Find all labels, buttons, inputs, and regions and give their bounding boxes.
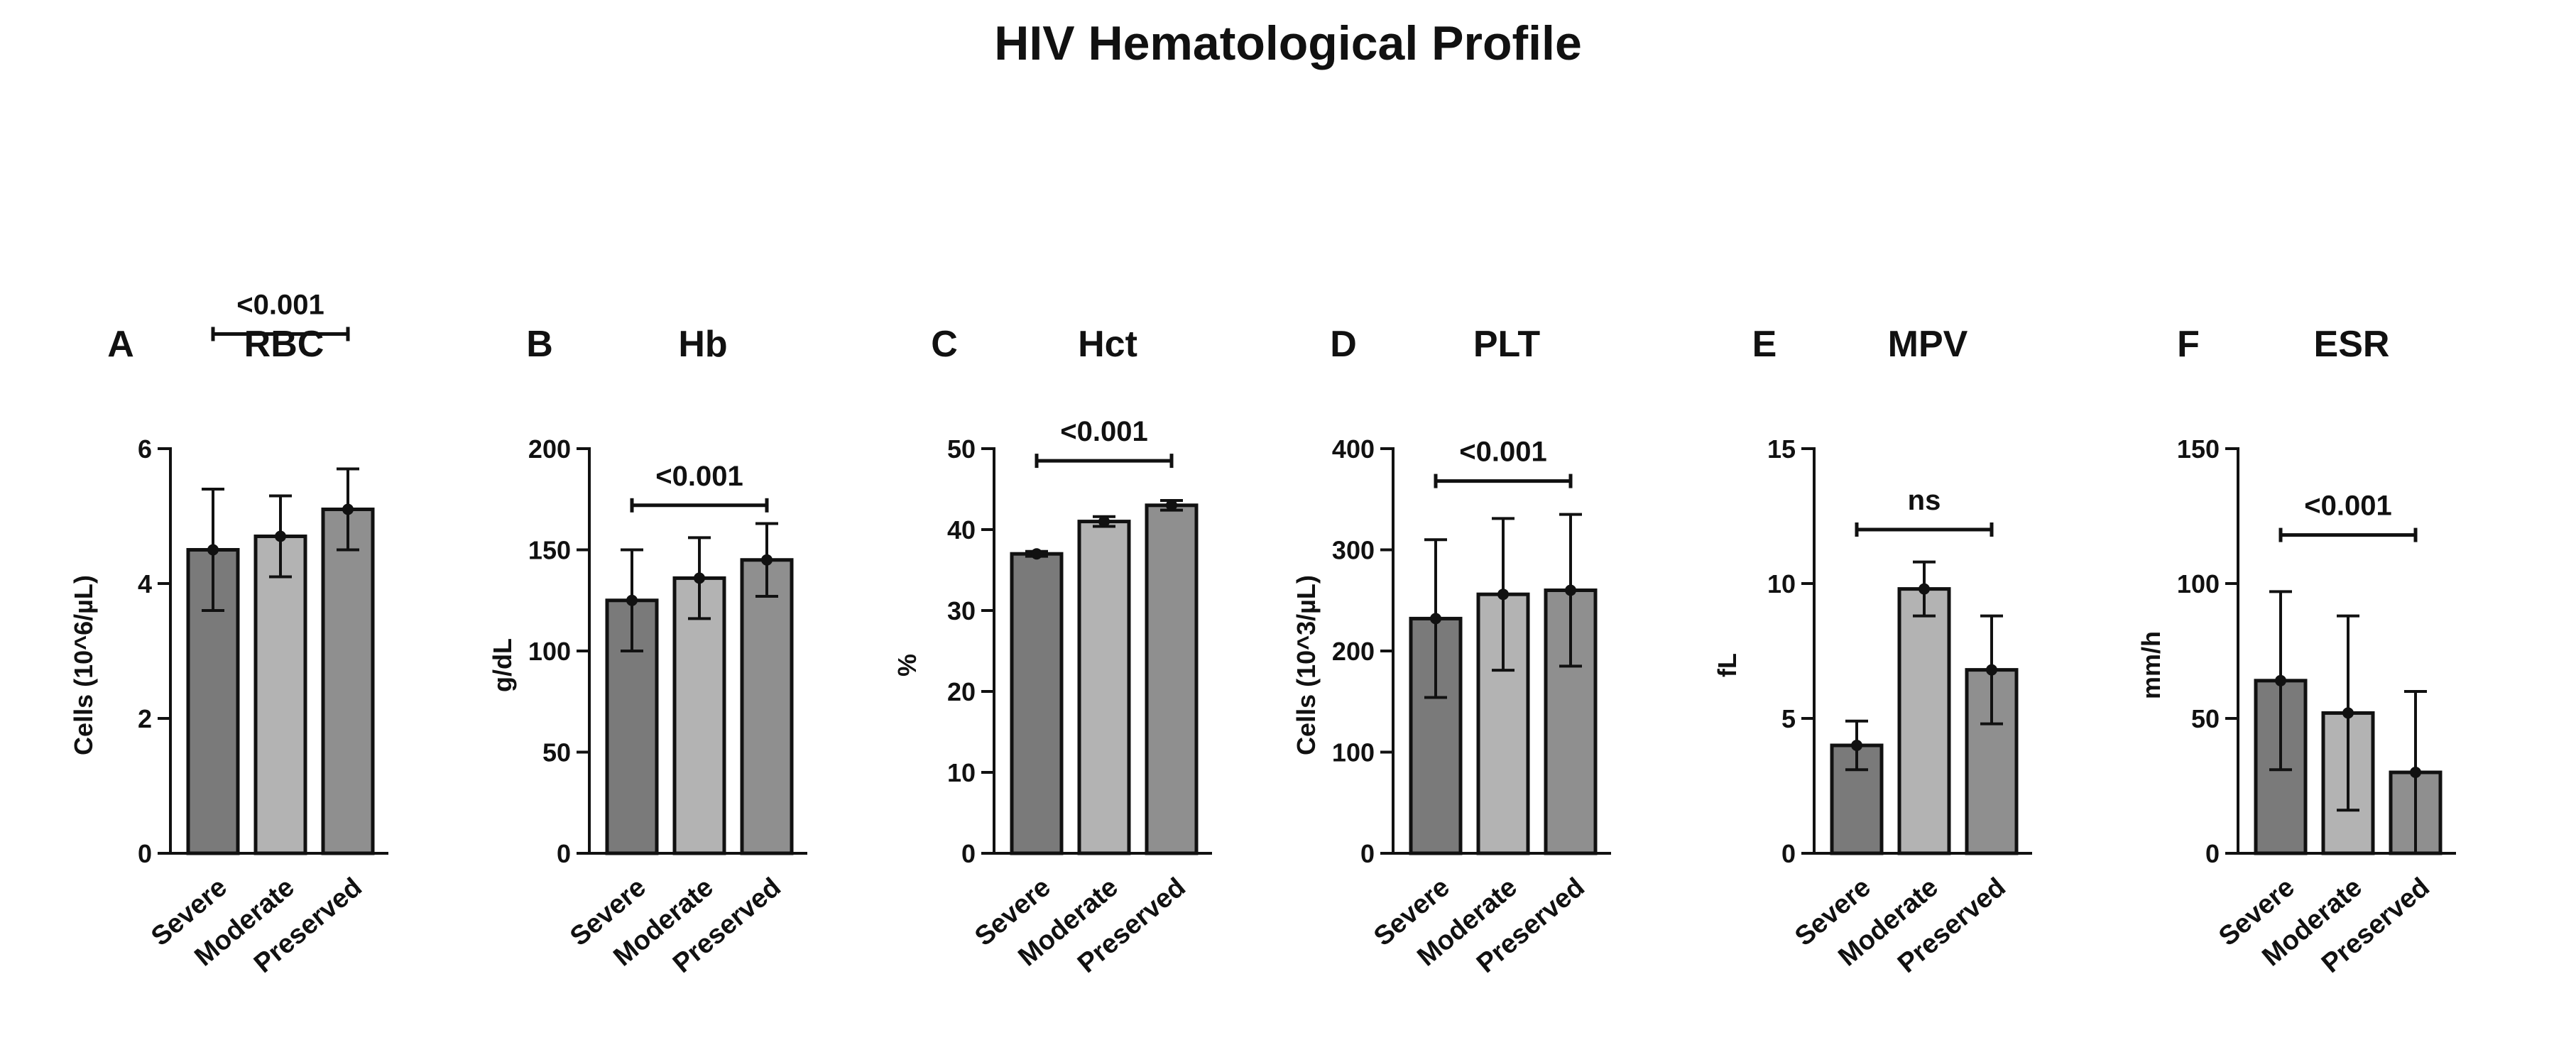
significance-label: <0.001 — [236, 290, 324, 321]
panel-letter: F — [2177, 324, 2200, 365]
y-tick-label: 4 — [138, 569, 152, 598]
bar-moderate — [672, 576, 726, 855]
y-tick-label: 30 — [947, 596, 976, 625]
y-tick-label: 100 — [528, 637, 571, 666]
mean-point-moderate — [1919, 583, 1930, 595]
y-axis-label: fL — [1713, 653, 1742, 677]
mean-point-moderate — [275, 530, 286, 542]
mean-point-preserved — [1565, 584, 1576, 596]
panel-title: MPV — [1888, 324, 1968, 365]
significance-label: <0.001 — [1459, 437, 1546, 468]
figure-title: HIV Hematological Profile — [994, 16, 1582, 70]
bar-preserved — [1145, 503, 1199, 855]
y-tick-label: 2 — [138, 704, 152, 733]
significance-label: <0.001 — [1060, 416, 1147, 447]
panel-title: RBC — [244, 324, 324, 365]
panel-title: Hb — [678, 324, 727, 365]
panel-title: Hct — [1078, 324, 1137, 365]
panel-letter: E — [1752, 324, 1777, 365]
bar-preserved — [321, 508, 375, 855]
y-tick-label: 100 — [1332, 738, 1375, 767]
mean-point-moderate — [1098, 515, 1110, 527]
y-tick-label: 20 — [947, 677, 976, 706]
y-tick-label: 200 — [528, 434, 571, 464]
mean-point-severe — [1031, 548, 1042, 560]
y-tick-label: 40 — [947, 515, 976, 544]
mean-point-severe — [1430, 613, 1441, 625]
mean-point-moderate — [694, 572, 705, 584]
panel-hct: C Hct01020304050%SevereModeratePreserved<… — [893, 324, 1212, 979]
panel-hb: B Hb050100150200g/dLSevereModeratePreserv… — [488, 324, 807, 979]
bar-moderate — [1897, 587, 1951, 855]
panel-title: PLT — [1473, 324, 1541, 365]
panel-esr: F ESR050100150mm/hSevereModeratePreserved… — [2136, 324, 2456, 979]
panel-letter: D — [1330, 324, 1357, 365]
y-tick-label: 0 — [1360, 839, 1375, 868]
y-tick-label: 300 — [1332, 536, 1375, 565]
y-tick-label: 0 — [138, 839, 152, 868]
significance-label: <0.001 — [655, 461, 743, 492]
y-tick-label: 15 — [1767, 434, 1796, 464]
mean-point-preserved — [1166, 499, 1177, 511]
y-tick-label: 50 — [947, 434, 976, 464]
panel-letter: A — [107, 324, 134, 365]
y-axis-label: mm/h — [2136, 631, 2166, 699]
y-tick-label: 100 — [2177, 569, 2220, 598]
mean-point-moderate — [2342, 707, 2354, 719]
y-axis-label: % — [893, 654, 922, 677]
bar-moderate — [253, 535, 307, 855]
y-tick-label: 400 — [1332, 434, 1375, 464]
y-axis-label: Cells (10^3/µL) — [1292, 575, 1321, 755]
y-tick-label: 0 — [961, 839, 976, 868]
mean-point-severe — [1851, 740, 1862, 751]
y-tick-label: 6 — [138, 434, 152, 464]
panel-letter: C — [931, 324, 958, 365]
mean-point-severe — [626, 594, 638, 606]
bar-severe — [1010, 552, 1064, 855]
y-axis-label: Cells (10^6/µL) — [69, 575, 98, 755]
mean-point-preserved — [1986, 664, 1997, 676]
bar-preserved — [740, 558, 794, 855]
significance-label: ns — [1908, 485, 1941, 516]
mean-point-preserved — [2410, 767, 2421, 778]
y-tick-label: 50 — [2191, 704, 2220, 733]
y-tick-label: 50 — [542, 738, 571, 767]
mean-point-severe — [2275, 674, 2286, 686]
y-tick-label: 0 — [1781, 839, 1796, 868]
y-tick-label: 5 — [1781, 704, 1796, 733]
y-tick-label: 10 — [1767, 569, 1796, 598]
y-tick-label: 200 — [1332, 637, 1375, 666]
y-tick-label: 0 — [557, 839, 571, 868]
mean-point-moderate — [1497, 589, 1509, 601]
mean-point-preserved — [761, 554, 773, 566]
bar-moderate — [1077, 520, 1131, 855]
y-tick-label: 150 — [528, 536, 571, 565]
y-tick-label: 10 — [947, 758, 976, 787]
y-tick-label: 0 — [2205, 839, 2220, 868]
panel-letter: B — [526, 324, 553, 365]
significance-label: <0.001 — [2304, 491, 2391, 522]
mean-point-severe — [207, 544, 219, 556]
y-axis-label: g/dL — [488, 638, 517, 692]
panel-title: ESR — [2314, 324, 2390, 365]
mean-point-preserved — [342, 503, 354, 515]
y-tick-label: 150 — [2177, 434, 2220, 464]
